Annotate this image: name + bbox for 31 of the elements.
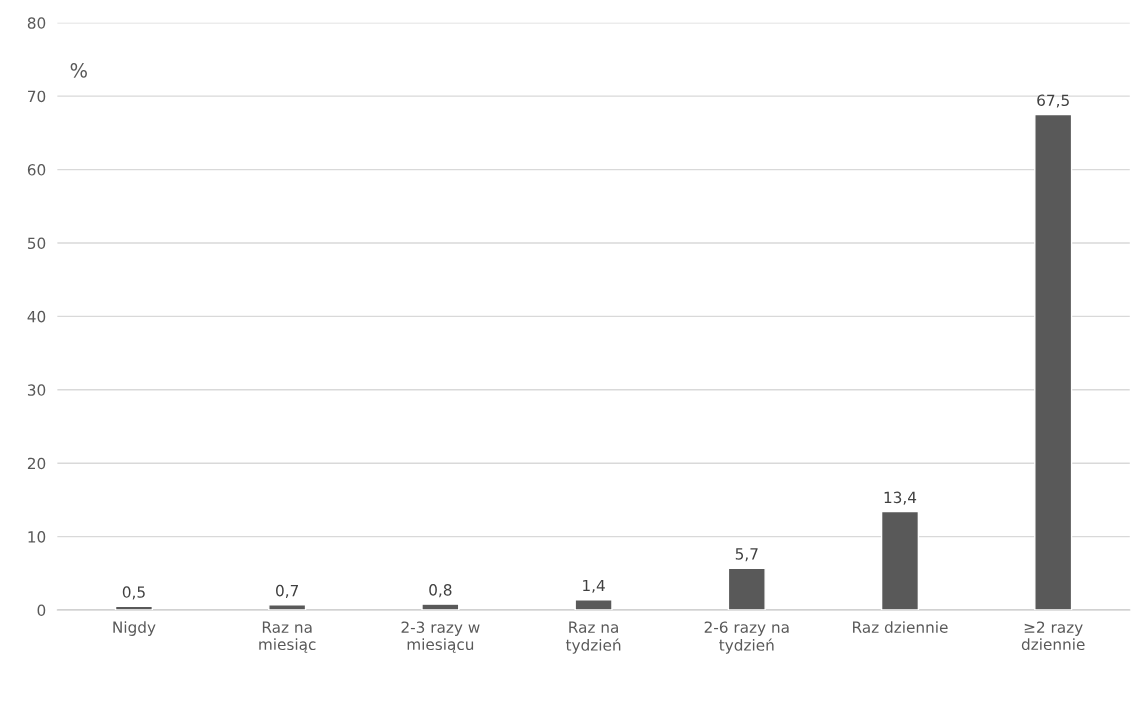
y-tick-label: 50 <box>27 237 46 250</box>
y-axis-title: % <box>70 63 87 78</box>
x-tick-label: Nigdy <box>113 621 156 636</box>
bar <box>421 603 460 611</box>
x-tick-label: 2-6 razy na tydzień <box>704 621 789 654</box>
bar <box>574 599 613 611</box>
bar <box>114 605 154 611</box>
data-label: 0,7 <box>276 584 298 598</box>
y-tick-label: 0 <box>37 604 46 617</box>
y-tick-label: 40 <box>27 310 46 323</box>
data-label: 5,7 <box>735 548 758 562</box>
x-tick-label: ≥2 razy dziennie <box>1021 621 1085 651</box>
y-tick-label: 70 <box>28 90 46 103</box>
bar <box>268 604 307 611</box>
data-label: 13,4 <box>884 491 917 505</box>
bar <box>727 567 766 611</box>
data-label: 0,8 <box>429 584 452 598</box>
data-label: 1,4 <box>583 579 605 593</box>
x-tick-label: Raz na tydzień <box>565 621 621 654</box>
bar <box>880 510 920 611</box>
y-tick-label: 80 <box>27 17 46 29</box>
data-label: 67,5 <box>1037 94 1069 108</box>
y-tick-label: 30 <box>27 384 46 396</box>
x-tick-label: 2-3 razy w miesiącu <box>401 621 480 653</box>
x-tick-label: Raz na miesiąc <box>259 621 316 653</box>
x-tick-label: Raz dziennie <box>853 621 948 633</box>
y-tick-label: 20 <box>27 457 46 470</box>
bar <box>1034 113 1073 611</box>
data-label: 0,5 <box>122 586 145 600</box>
y-tick-label: 60 <box>27 164 46 176</box>
y-tick-label: 10 <box>28 531 46 543</box>
